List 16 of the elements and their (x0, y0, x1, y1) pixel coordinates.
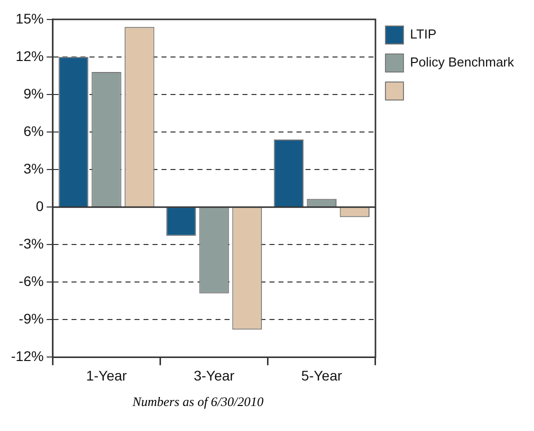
y-tick-label: -9% (18, 310, 44, 327)
x-tick-label: 3-Year (194, 367, 235, 384)
y-tick-label: 15% (16, 10, 44, 26)
y-tick-label: -6% (18, 272, 44, 289)
y-tick-label: 6% (23, 122, 44, 139)
x-tick-label: 5-Year (301, 367, 342, 384)
legend-label: LTIP (410, 26, 436, 42)
y-tick-label: 0 (36, 198, 44, 214)
y-tick-label: 12% (16, 48, 44, 64)
y-tick-label: 9% (23, 85, 44, 102)
y-tick-label: -3% (18, 235, 44, 252)
y-tick-label: 3% (23, 160, 44, 176)
y-tick-label: -12% (10, 348, 44, 364)
text: Numbers as of 6/30/2010 (131, 394, 265, 410)
x-tick-label: 1-Year (86, 367, 128, 384)
legend-label: Policy Benchmark (410, 54, 514, 70)
